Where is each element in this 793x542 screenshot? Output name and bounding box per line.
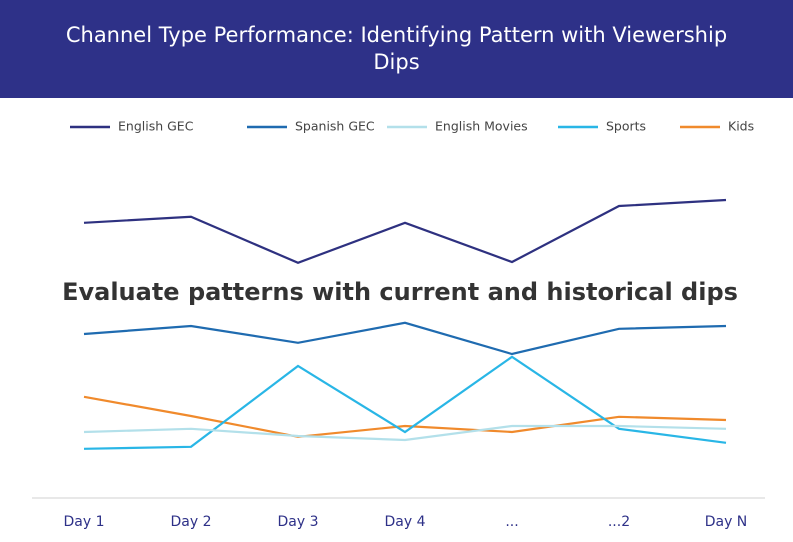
series-line <box>83 321 727 356</box>
x-tick-label: Day 3 <box>277 514 318 530</box>
series-line <box>83 424 727 442</box>
legend-label: Spanish GEC <box>295 119 375 134</box>
x-tick-label: Day 1 <box>63 514 104 530</box>
legend-label: Sports <box>606 119 646 134</box>
x-tick-label: Day 2 <box>170 514 211 530</box>
series-line <box>83 198 727 264</box>
annotation: Evaluate patterns with current and histo… <box>62 278 738 306</box>
x-tick-label: ...2 <box>608 514 630 530</box>
legend-label: English GEC <box>118 119 194 134</box>
series-line <box>83 355 727 450</box>
series-line <box>83 395 727 438</box>
x-tick-label: Day 4 <box>384 514 425 530</box>
x-tick-label: Day N <box>705 514 748 530</box>
header: Channel Type Performance: Identifying Pa… <box>0 0 793 98</box>
legend-label: Kids <box>728 119 754 134</box>
x-tick-label: ... <box>505 514 518 530</box>
chart-title: Channel Type Performance: Identifying Pa… <box>65 23 728 74</box>
legend-label: English Movies <box>435 119 528 134</box>
